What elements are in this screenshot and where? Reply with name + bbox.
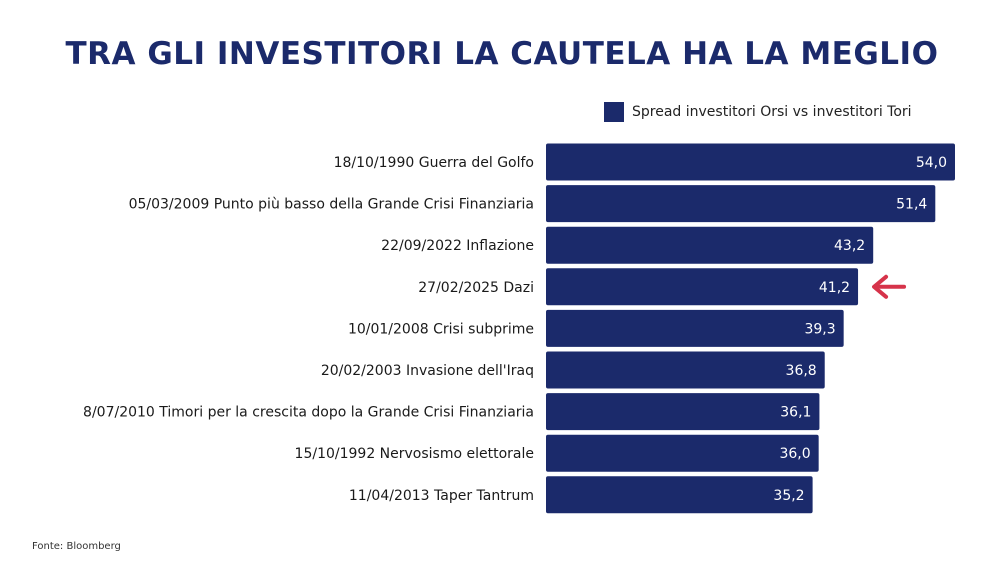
bar xyxy=(546,309,844,347)
category-label: 15/10/1992 Nervosismo elettorale xyxy=(295,446,534,462)
category-label: 20/02/2003 Invasione dell'Iraq xyxy=(321,363,534,379)
value-label: 36,8 xyxy=(786,363,817,379)
category-label: 8/07/2010 Timori per la crescita dopo la… xyxy=(83,405,534,421)
value-label: 39,3 xyxy=(804,321,835,337)
value-label: 36,1 xyxy=(780,405,811,421)
category-label: 10/01/2008 Crisi subprime xyxy=(348,321,534,337)
highlight-arrow-icon xyxy=(872,274,907,299)
legend: Spread investitori Orsi vs investitori T… xyxy=(604,102,912,122)
chart-title: TRA GLI INVESTITORI LA CAUTELA HA LA MEG… xyxy=(65,36,939,72)
bar xyxy=(546,434,819,472)
value-label: 36,0 xyxy=(779,446,810,462)
source-note: Fonte: Bloomberg xyxy=(32,541,121,552)
value-label: 41,2 xyxy=(819,280,850,296)
value-label: 51,4 xyxy=(896,197,927,213)
legend-label: Spread investitori Orsi vs investitori T… xyxy=(632,104,912,120)
value-label: 35,2 xyxy=(773,488,804,504)
bar xyxy=(546,185,936,223)
category-label: 11/04/2013 Taper Tantrum xyxy=(349,488,534,504)
category-label: 27/02/2025 Dazi xyxy=(418,280,534,296)
category-label: 22/09/2022 Inflazione xyxy=(381,238,534,254)
category-label: 05/03/2009 Punto più basso della Grande … xyxy=(129,197,534,213)
value-label: 43,2 xyxy=(834,238,865,254)
legend-swatch xyxy=(604,102,624,122)
value-label: 54,0 xyxy=(916,155,947,171)
bar xyxy=(546,268,859,306)
bar xyxy=(546,476,813,514)
bar xyxy=(546,393,820,431)
bar xyxy=(546,143,955,181)
category-label: 18/10/1990 Guerra del Golfo xyxy=(334,155,534,171)
bar xyxy=(546,226,874,264)
bar xyxy=(546,351,825,389)
